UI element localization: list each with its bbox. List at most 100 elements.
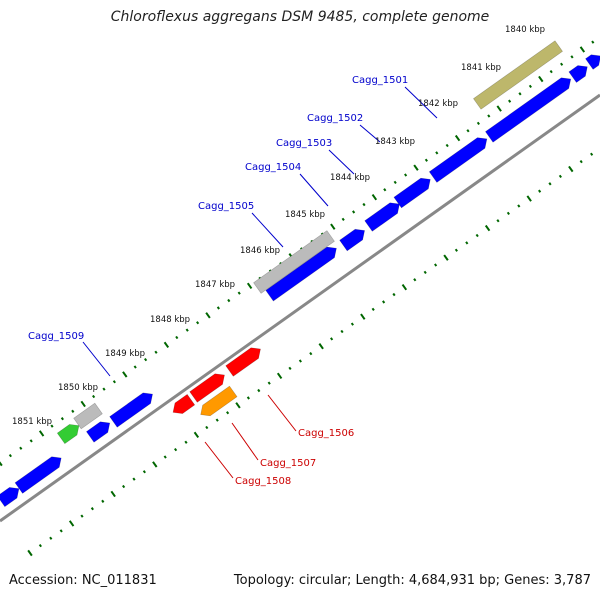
outer-tick xyxy=(591,40,595,44)
inner-tick xyxy=(434,263,438,267)
inner-tick xyxy=(371,307,375,311)
outer-tick xyxy=(60,417,64,421)
label-pointer xyxy=(404,86,438,119)
forward-gene xyxy=(585,54,600,70)
outer-tick xyxy=(8,453,12,458)
accession-text: Accession: NC_011831 xyxy=(9,573,157,588)
reverse-gene xyxy=(225,347,261,377)
outer-tick xyxy=(383,188,387,192)
label-pointer xyxy=(299,173,329,207)
kbp-tick-label: 1851 kbp xyxy=(12,417,52,427)
outer-tick xyxy=(549,70,553,74)
gene-label-forward[interactable]: Cagg_1502 xyxy=(307,113,363,124)
inner-tick xyxy=(235,402,241,409)
kbp-tick-label: 1842 kbp xyxy=(418,99,458,109)
gene-labels[interactable]: Cagg_1501 Cagg_1502 Cagg_1503 Cagg_1504 Cagg… xyxy=(28,75,408,487)
outer-tick xyxy=(102,387,106,391)
inner-tick xyxy=(360,313,366,320)
gene-label-forward[interactable]: Cagg_1501 xyxy=(352,75,408,86)
label-pointer xyxy=(359,124,381,143)
inner-tick xyxy=(506,211,510,215)
outer-tick xyxy=(38,430,45,437)
inner-tick xyxy=(413,278,417,282)
gene-label-reverse[interactable]: Cagg_1508 xyxy=(235,476,291,487)
inner-tick xyxy=(538,189,542,193)
inner-tick xyxy=(226,411,230,415)
outer-tick xyxy=(216,306,220,310)
outer-tick xyxy=(50,424,54,428)
label-pointer xyxy=(328,149,355,175)
outer-tick xyxy=(487,114,491,118)
inner-tick xyxy=(80,514,84,518)
pseudogene-feature xyxy=(73,402,103,430)
outer-tick xyxy=(476,121,480,125)
inner-tick xyxy=(205,425,209,430)
inner-tick xyxy=(267,381,271,385)
gene-label-forward[interactable]: Cagg_1504 xyxy=(245,162,301,173)
outer-tick xyxy=(413,164,419,171)
inner-tick xyxy=(579,160,583,164)
outer-tick xyxy=(393,180,397,185)
inner-tick xyxy=(309,351,313,356)
inner-tick xyxy=(163,455,167,459)
tick-marks xyxy=(0,40,595,557)
reverse-gene xyxy=(189,373,225,403)
inner-tick xyxy=(423,270,427,275)
outer-tick xyxy=(570,55,574,59)
inner-tick xyxy=(558,174,562,179)
gene-label-forward[interactable]: Cagg_1503 xyxy=(276,138,332,149)
label-pointers xyxy=(82,86,438,479)
inner-tick xyxy=(246,396,250,400)
inner-tick xyxy=(276,372,283,379)
genome-summary-text: Topology: circular; Length: 4,684,931 bp… xyxy=(233,573,591,588)
outer-tick xyxy=(496,105,502,112)
outer-tick xyxy=(227,298,231,303)
label-pointer xyxy=(267,394,297,432)
inner-tick xyxy=(110,490,116,498)
inner-tick xyxy=(59,529,63,533)
outer-tick xyxy=(29,439,33,443)
inner-tick xyxy=(517,204,521,208)
inner-tick xyxy=(465,241,469,245)
inner-tick xyxy=(193,431,200,439)
forward-gene xyxy=(568,65,588,83)
gene-label-reverse[interactable]: Cagg_1506 xyxy=(298,428,354,439)
gene-label-forward[interactable]: Cagg_1505 xyxy=(198,201,254,212)
inner-tick xyxy=(443,254,449,261)
inner-tick xyxy=(49,536,53,540)
outer-tick xyxy=(454,134,461,142)
inner-tick xyxy=(330,337,334,341)
inner-tick xyxy=(90,507,94,511)
inner-tick xyxy=(526,195,532,202)
kbp-tick-label: 1849 kbp xyxy=(105,349,145,359)
khaki-feature xyxy=(473,40,563,110)
forward-gene xyxy=(364,202,400,232)
forward-gene xyxy=(428,137,488,183)
genome-backbone xyxy=(0,93,600,523)
inner-tick xyxy=(484,224,491,232)
outer-tick xyxy=(144,357,148,362)
outer-tick xyxy=(508,99,512,103)
outer-tick xyxy=(163,341,170,349)
outer-tick xyxy=(445,143,449,148)
inner-tick xyxy=(122,484,126,489)
kbp-tick-label: 1844 kbp xyxy=(330,173,370,183)
outer-tick xyxy=(352,210,356,214)
forward-gene xyxy=(485,77,572,143)
forward-gene xyxy=(14,456,62,494)
inner-tick xyxy=(152,461,158,468)
gene-label-reverse[interactable]: Cagg_1507 xyxy=(260,458,316,469)
forward-gene xyxy=(393,177,431,209)
map-title: Chloroflexus aggregans DSM 9485, complet… xyxy=(110,9,490,25)
outer-tick xyxy=(341,217,345,221)
kbp-tick-label: 1840 kbp xyxy=(505,25,545,35)
inner-tick xyxy=(454,248,458,252)
gene-label-forward[interactable]: Cagg_1509 xyxy=(28,331,84,342)
outer-tick xyxy=(0,461,3,467)
inner-tick xyxy=(27,549,33,557)
outer-tick xyxy=(579,46,586,53)
forward-gene xyxy=(265,246,337,302)
outer-tick xyxy=(518,92,522,96)
outer-tick xyxy=(205,312,211,319)
inner-tick xyxy=(401,283,408,291)
